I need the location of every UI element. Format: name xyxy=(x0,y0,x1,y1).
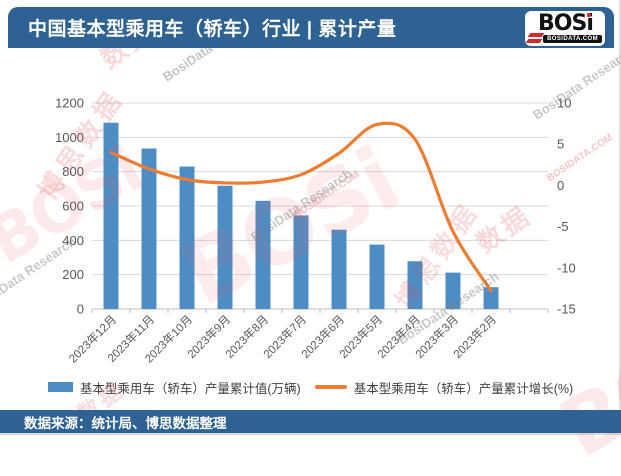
header-bar: 中国基本型乘用车（轿车）行业 | 累计产量 BOSi BOSIDATA.COM xyxy=(8,7,614,48)
svg-text:1000: 1000 xyxy=(55,130,84,145)
bar xyxy=(445,272,461,309)
line-series xyxy=(109,121,493,293)
gridlines xyxy=(92,102,548,310)
bar xyxy=(369,244,385,309)
bar-swatch-icon xyxy=(47,382,73,392)
svg-text:0: 0 xyxy=(557,178,564,193)
bar-series xyxy=(103,122,499,309)
bar xyxy=(217,185,233,309)
chart-legend: 基本型乘用车（轿车）产量累计值(万辆) 基本型乘用车（轿车）产量累计增长(%) xyxy=(0,378,621,396)
x-axis-ticks xyxy=(91,309,549,313)
line-swatch-icon xyxy=(314,385,347,389)
logo-brand-text: BOSi xyxy=(538,11,594,36)
svg-text:200: 200 xyxy=(62,267,84,282)
legend-label: 基本型乘用车（轿车）产量累计增长(%) xyxy=(353,381,574,396)
svg-text:800: 800 xyxy=(62,164,84,179)
svg-text:5: 5 xyxy=(557,137,564,152)
bar xyxy=(293,215,309,309)
report-card: 中国基本型乘用车（轿车）行业 | 累计产量 BOSi BOSIDATA.COM … xyxy=(0,0,621,435)
bar xyxy=(179,166,195,309)
svg-text:1200: 1200 xyxy=(55,96,84,111)
left-axis-labels: 0 200 400 600 800 1000 1200 xyxy=(55,96,84,317)
svg-text:-5: -5 xyxy=(557,219,569,234)
page-title: 中国基本型乘用车（轿车）行业 | 累计产量 xyxy=(28,19,397,40)
bar xyxy=(483,287,499,309)
bar xyxy=(331,229,347,309)
logo-stripe-icon xyxy=(525,39,543,43)
legend-item-bar-series: 基本型乘用车（轿车）产量累计值(万辆) xyxy=(47,378,301,397)
svg-text:0: 0 xyxy=(77,302,84,317)
bosidata-logo: BOSi BOSIDATA.COM xyxy=(525,11,605,46)
svg-text:-10: -10 xyxy=(557,260,576,275)
footer-bar: 数据来源：统计局、博思数据整理 xyxy=(0,410,621,433)
x-axis-labels: 2023年12月2023年11月2023年10月2023年9月2023年8月20… xyxy=(66,312,499,365)
legend-label: 基本型乘用车（轿车）产量累计值(万辆) xyxy=(79,381,301,396)
right-axis-labels: 10 5 0 -5 -10 -15 xyxy=(557,96,576,317)
page: { "header": { "title": "中国基本型乘用车（轿车）行业 |… xyxy=(0,0,621,435)
svg-text:10: 10 xyxy=(557,96,571,111)
svg-text:-15: -15 xyxy=(557,302,576,317)
svg-text:400: 400 xyxy=(62,233,84,248)
legend-item-line-series: 基本型乘用车（轿车）产量累计增长(%) xyxy=(314,378,574,397)
data-source-text: 数据来源：统计局、博思数据整理 xyxy=(24,415,227,431)
bar xyxy=(407,261,423,309)
logo-domain-text: BOSIDATA.COM xyxy=(543,35,602,43)
bar xyxy=(141,148,157,309)
bar xyxy=(255,200,271,309)
bar xyxy=(103,122,119,309)
combo-chart: 0 200 400 600 800 1000 1200 10 5 0 -5 -10 -15 2023年12… xyxy=(55,96,576,366)
svg-text:600: 600 xyxy=(62,199,84,214)
